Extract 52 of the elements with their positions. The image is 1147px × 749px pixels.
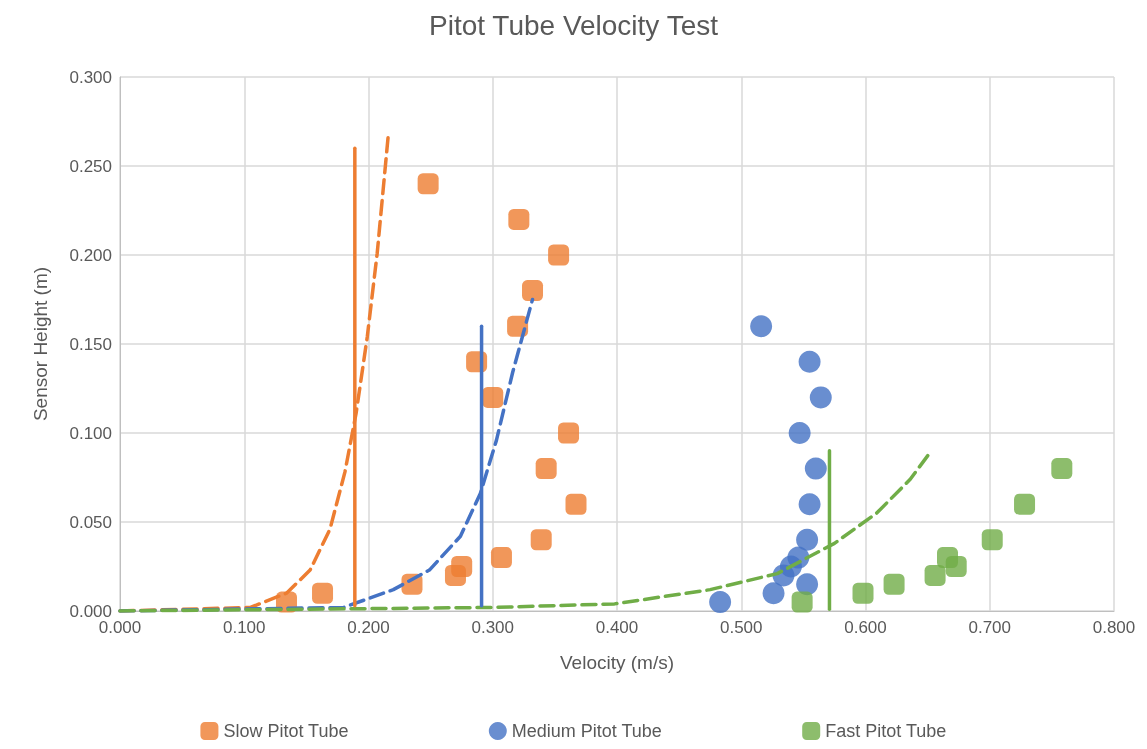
point — [451, 556, 473, 577]
x-tick-label: 0.400 — [595, 618, 639, 637]
point — [522, 280, 544, 302]
legend-label: Slow Pitot Tube — [223, 721, 349, 741]
point — [883, 573, 905, 595]
y-tick-label: 0.100 — [69, 423, 112, 443]
point — [1014, 493, 1036, 515]
x-tick-label: 0.700 — [968, 618, 1012, 637]
chart-title: Pitot Tube Velocity Test — [429, 9, 719, 41]
x-tick-label: 0.800 — [1092, 618, 1136, 637]
y-tick-label: 0.000 — [69, 601, 112, 621]
x-tick-label: 0.000 — [98, 618, 142, 637]
point — [312, 582, 334, 604]
point — [924, 564, 946, 586]
point — [565, 493, 587, 515]
legend-label: Fast Pitot Tube — [825, 721, 947, 741]
point — [530, 529, 552, 551]
x-tick-label: 0.600 — [844, 618, 887, 637]
y-tick-label: 0.050 — [69, 512, 112, 532]
point — [804, 457, 827, 480]
y-tick-label: 0.200 — [69, 245, 112, 265]
point — [417, 173, 439, 195]
x-axis-title: Velocity (m/s) — [559, 652, 675, 673]
point — [788, 422, 811, 444]
x-tick-label: 0.500 — [719, 618, 763, 637]
point — [796, 573, 819, 596]
point — [709, 591, 732, 614]
point — [1051, 458, 1073, 480]
point — [508, 208, 530, 230]
x-tick-label: 0.100 — [222, 618, 266, 637]
y-axis-title: Sensor Height (m) — [30, 266, 51, 422]
point — [548, 244, 570, 266]
point — [750, 315, 773, 338]
y-tick-label: 0.250 — [69, 156, 112, 176]
y-tick-label: 0.150 — [69, 334, 112, 354]
point — [852, 582, 874, 604]
point — [791, 591, 813, 613]
x-tick-label: 0.300 — [471, 618, 515, 637]
point — [937, 547, 959, 569]
y-tick-label: 0.300 — [69, 67, 112, 87]
point — [535, 458, 557, 480]
point — [798, 493, 821, 516]
point — [762, 582, 785, 605]
point — [798, 350, 821, 373]
point — [558, 422, 580, 444]
legend-label: Medium Pitot Tube — [511, 721, 662, 741]
point — [981, 529, 1003, 551]
point — [490, 547, 512, 569]
point — [482, 386, 504, 408]
point — [796, 528, 819, 551]
x-tick-label: 0.200 — [347, 618, 390, 637]
point — [809, 386, 832, 409]
